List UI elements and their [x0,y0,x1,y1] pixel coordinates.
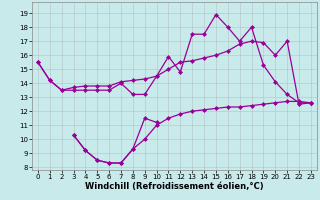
X-axis label: Windchill (Refroidissement éolien,°C): Windchill (Refroidissement éolien,°C) [85,182,264,191]
